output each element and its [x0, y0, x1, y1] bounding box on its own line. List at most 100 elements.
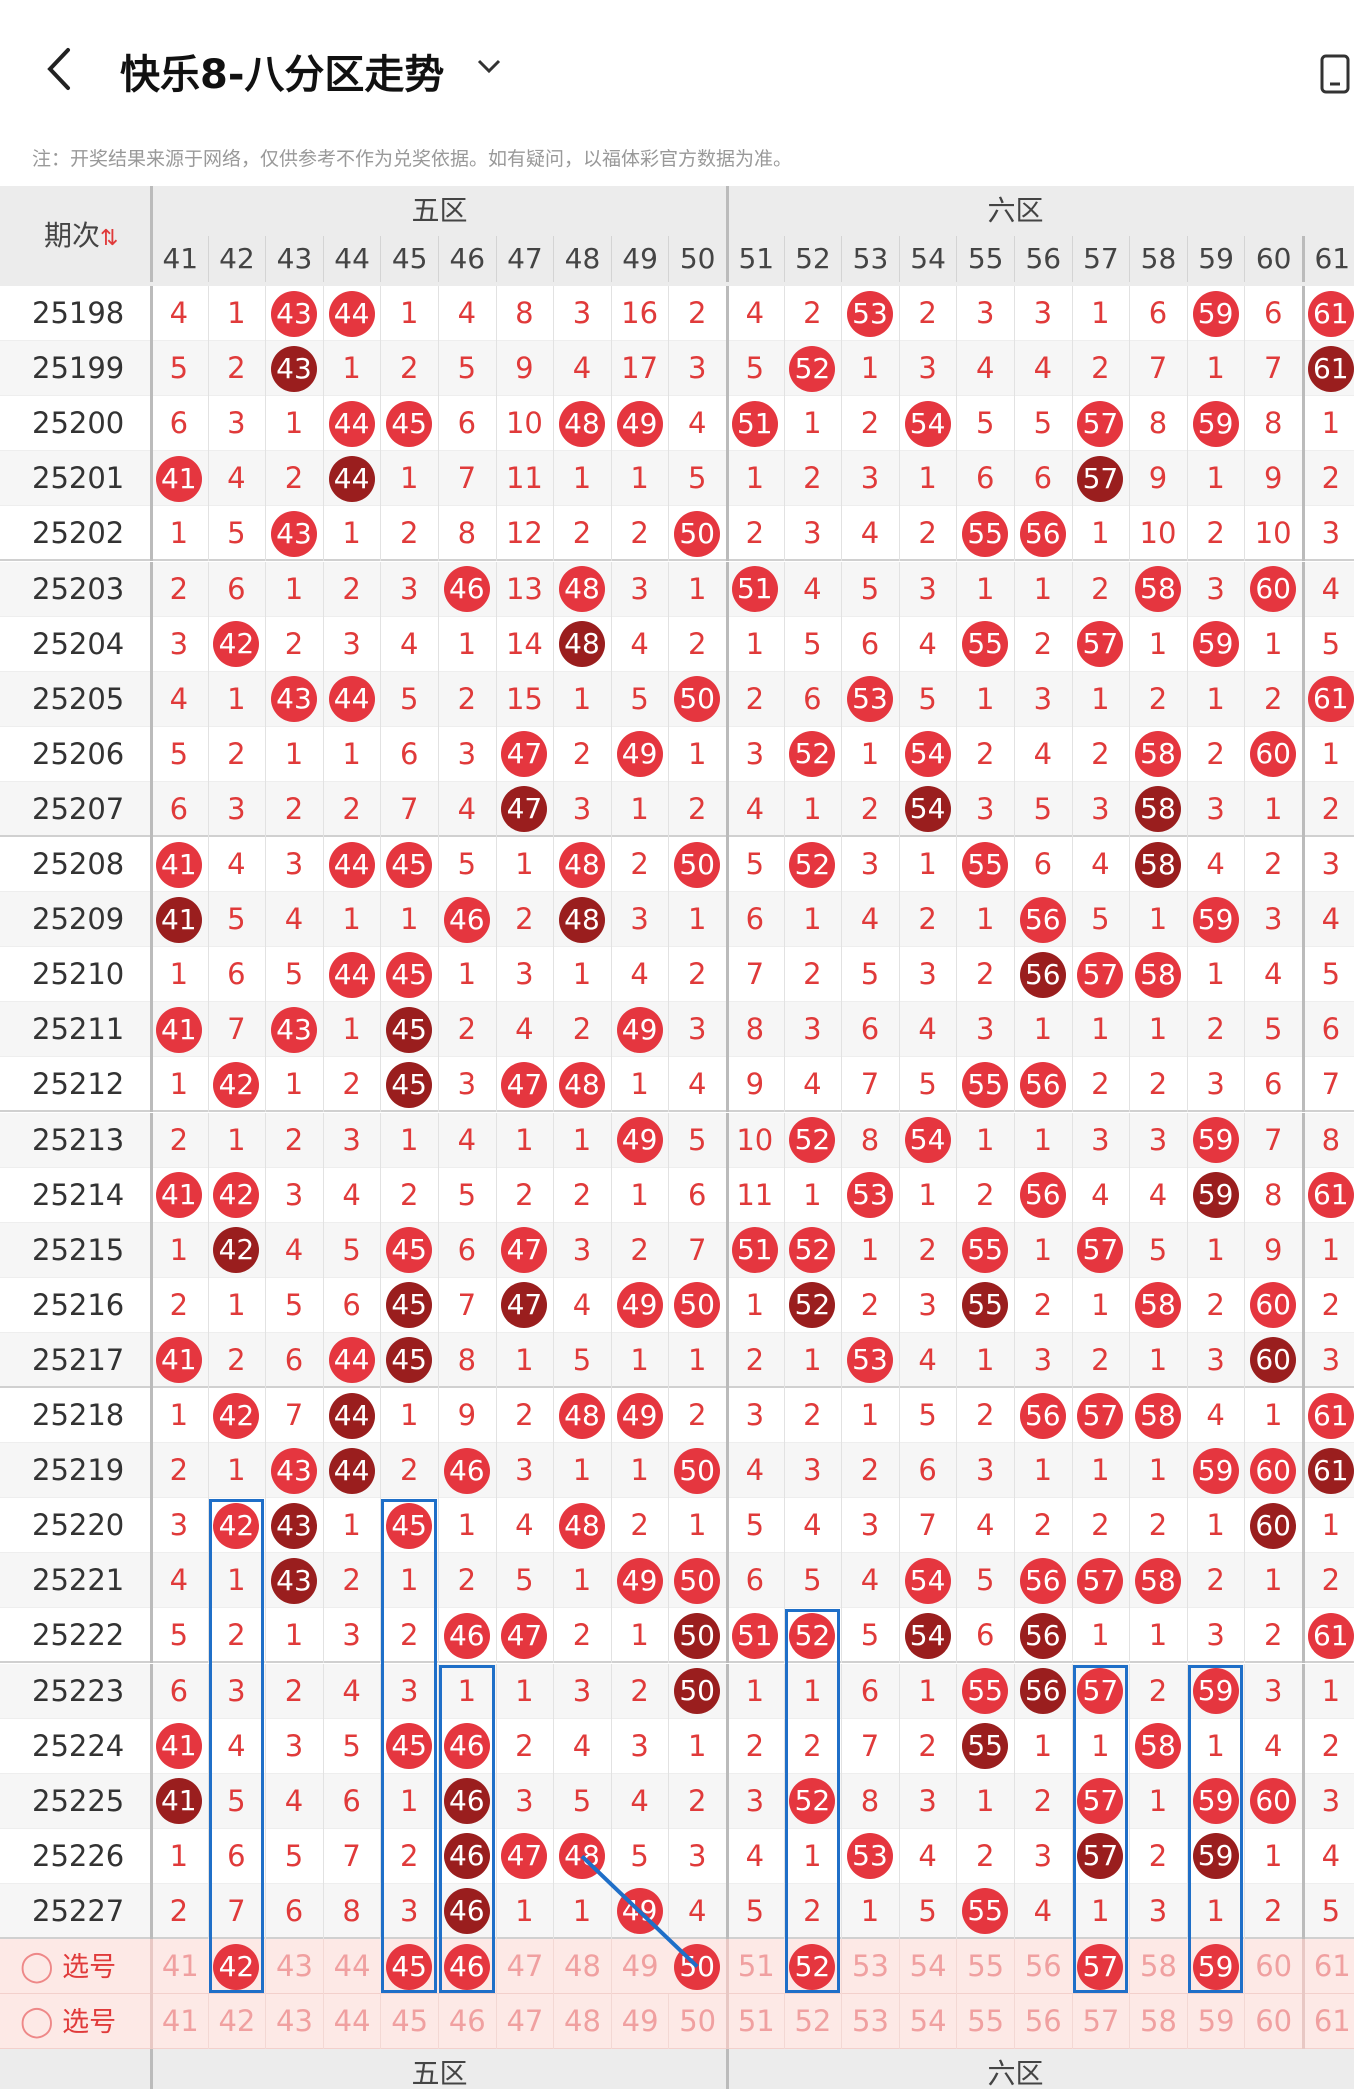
selected-number-ball[interactable]: 46	[443, 1943, 490, 1990]
select-number[interactable]: 51	[726, 1994, 784, 2050]
select-number[interactable]: 53	[841, 1994, 899, 2050]
select-number[interactable]: 61	[1302, 1994, 1354, 2050]
radio-circle-icon[interactable]: ◯	[20, 2004, 54, 2040]
select-number[interactable]: 44	[322, 1994, 381, 2050]
miss-count: 1	[860, 736, 880, 771]
selected-number-ball[interactable]: 45	[386, 1943, 433, 1990]
chevron-down-icon[interactable]	[474, 54, 504, 78]
miss-count: 6	[803, 681, 822, 716]
select-number[interactable]: 52	[783, 1994, 842, 2050]
table-cell	[1129, 1112, 1187, 1168]
issue-header[interactable]: 期次⇅	[0, 186, 150, 286]
pattern-highlight-box	[439, 1664, 495, 1994]
drawn-number-ball: 55	[962, 1668, 1009, 1715]
drawn-number-ball: 42	[213, 1502, 260, 1549]
chevron-left-icon[interactable]	[40, 44, 80, 94]
sort-arrows-icon[interactable]: ⇅	[100, 226, 119, 251]
select-number[interactable]: 43	[265, 1939, 323, 1995]
table-cell	[380, 451, 438, 507]
select-number[interactable]: 41	[150, 1939, 208, 1995]
table-cell	[956, 781, 1014, 837]
miss-count: 2	[515, 1177, 534, 1212]
selected-number-ball[interactable]: 42	[213, 1943, 260, 1990]
table-cell	[610, 451, 669, 507]
issue-number: 25227	[32, 1893, 125, 1928]
table-cell	[322, 1498, 381, 1554]
select-number[interactable]: 55	[956, 1939, 1014, 1995]
select-number[interactable]: 55	[956, 1994, 1014, 2050]
table-cell	[207, 1773, 266, 1829]
drawn-number-ball: 44	[328, 841, 375, 888]
miss-count: 2	[803, 461, 822, 496]
table-cell	[898, 726, 957, 782]
select-number[interactable]: 43	[265, 1994, 323, 2050]
table-cell	[322, 726, 381, 782]
select-number[interactable]: 41	[150, 1994, 208, 2050]
miss-count: 1	[1033, 1232, 1053, 1267]
select-number[interactable]: 49	[610, 1939, 669, 1995]
pattern-highlight-box	[1187, 1664, 1244, 1994]
select-number[interactable]: 58	[1129, 1939, 1187, 1995]
select-number[interactable]: 53	[841, 1939, 899, 1995]
select-row-label[interactable]: ◯ 选号	[0, 1994, 150, 2049]
table-cell	[1244, 1167, 1302, 1223]
phone-icon[interactable]	[1318, 54, 1354, 94]
select-number[interactable]: 49	[610, 1994, 669, 2050]
select-number[interactable]: 47	[495, 1939, 554, 1995]
select-number[interactable]: 45	[380, 1994, 438, 2050]
select-row-label[interactable]: ◯ 选号	[0, 1939, 150, 1994]
selected-number-ball[interactable]: 59	[1192, 1943, 1239, 1990]
table-cell	[898, 396, 957, 452]
select-number[interactable]: 46	[438, 1994, 496, 2050]
miss-count: 3	[1321, 847, 1341, 881]
pattern-highlight-box	[1072, 1664, 1129, 1994]
table-cell	[956, 837, 1014, 893]
select-number[interactable]: 60	[1244, 1994, 1302, 2050]
table-cell	[265, 1112, 323, 1168]
table-cell	[726, 1388, 784, 1444]
selected-number-ball[interactable]: 57	[1077, 1943, 1124, 1990]
radio-circle-icon[interactable]: ◯	[20, 1949, 54, 1984]
select-number[interactable]: 57	[1071, 1994, 1130, 2050]
miss-count: 2	[284, 791, 304, 826]
miss-count: 1	[342, 351, 361, 386]
miss-count: 4	[1091, 1177, 1110, 1212]
select-number[interactable]: 48	[553, 1994, 611, 2050]
table-cell	[380, 1608, 438, 1664]
miss-count: 5	[630, 1838, 649, 1873]
table-cell	[1302, 1608, 1354, 1664]
select-number[interactable]: 44	[322, 1939, 381, 1995]
table-cell	[1129, 1443, 1187, 1499]
table-cell	[1014, 506, 1072, 562]
miss-count: 2	[918, 516, 937, 551]
table-cell	[726, 947, 784, 1003]
table-cell	[380, 1773, 438, 1829]
select-number[interactable]: 50	[668, 1994, 726, 2050]
select-number[interactable]: 56	[1014, 1994, 1072, 2050]
select-number[interactable]: 47	[495, 1994, 554, 2050]
miss-count: 6	[169, 1673, 189, 1708]
select-number[interactable]: 59	[1186, 1994, 1245, 2050]
drawn-number-ball: 52	[789, 731, 836, 778]
miss-count: 5	[399, 681, 419, 716]
table-cell	[841, 1773, 899, 1829]
table-cell	[495, 837, 554, 893]
miss-count: 1	[630, 1618, 649, 1653]
select-number[interactable]: 48	[553, 1939, 611, 1995]
select-number[interactable]: 54	[898, 1939, 957, 1995]
table-cell	[207, 1663, 266, 1719]
issue-header-label: 期次	[44, 219, 101, 252]
select-number[interactable]: 58	[1129, 1994, 1187, 2050]
miss-count: 2	[1206, 736, 1225, 771]
table-cell	[150, 1663, 208, 1719]
select-number[interactable]: 51	[726, 1939, 784, 1995]
table-cell	[1186, 671, 1245, 727]
select-number[interactable]: 42	[207, 1994, 266, 2050]
table-cell	[322, 947, 381, 1003]
select-number[interactable]: 56	[1014, 1939, 1072, 1995]
select-number[interactable]: 61	[1302, 1939, 1354, 1995]
selected-number-ball[interactable]: 52	[789, 1943, 836, 1990]
miss-count: 4	[1033, 1893, 1053, 1928]
select-number[interactable]: 60	[1244, 1939, 1302, 1995]
select-number[interactable]: 54	[898, 1994, 957, 2050]
